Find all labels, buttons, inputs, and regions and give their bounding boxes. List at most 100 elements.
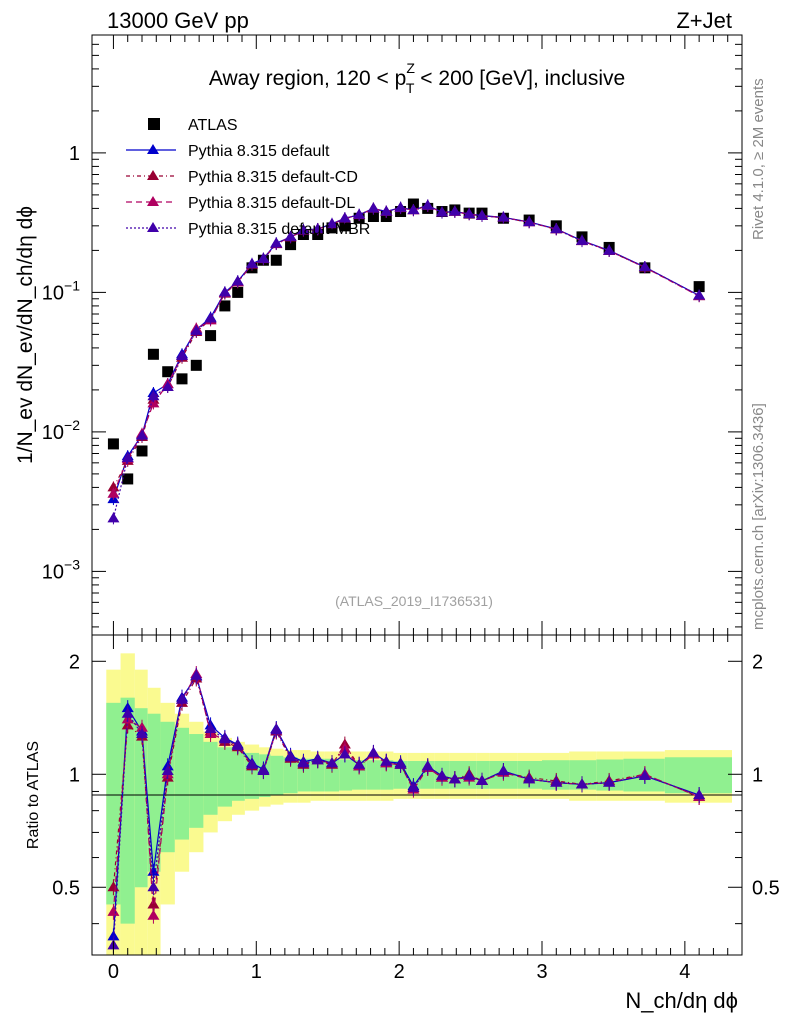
- x-tick-label: 0: [108, 961, 119, 983]
- ratio-point: [136, 728, 148, 739]
- data-point: [107, 487, 120, 498]
- data-point: [339, 220, 351, 232]
- data-point: [338, 212, 351, 223]
- data-point: [436, 206, 448, 217]
- energy-label: 13000 GeV pp: [107, 8, 249, 33]
- ratio-point: [448, 773, 461, 784]
- ratio-point: [476, 774, 488, 785]
- inner-uncertainty-band: [120, 697, 135, 924]
- data-point: [407, 204, 420, 215]
- inner-uncertainty-band: [203, 741, 218, 815]
- mcplots-site-label: mcplots.cern.ch [arXiv:1306.3436]: [750, 403, 767, 630]
- ratio-point: [407, 781, 420, 792]
- legend: ATLAS Pythia 8.315 default Pythia 8.315 de…: [126, 117, 370, 238]
- data-point: [219, 300, 231, 312]
- data-point: [107, 512, 120, 523]
- ratio-y-tick-label-right: 0.5: [752, 877, 780, 899]
- main-y-tick-label: 10−3: [42, 556, 80, 583]
- inner-uncertainty-band: [189, 734, 204, 828]
- data-point: [176, 349, 188, 360]
- data-point: [394, 201, 407, 212]
- data-point: [107, 438, 119, 450]
- rivet-version-label: Rivet 4.1.0, ≥ 2M events: [750, 78, 767, 240]
- title-superscript: Z: [406, 60, 415, 76]
- ratio-point: [147, 898, 160, 909]
- series-pythia-8-315-default-mbr: [107, 199, 706, 525]
- ratio-point: [326, 757, 338, 768]
- data-point: [204, 312, 217, 323]
- series-line: [112, 204, 700, 519]
- ratio-point: [257, 765, 270, 776]
- x-axis-label: N_ch/dη dϕ: [625, 988, 738, 1013]
- data-point: [190, 324, 203, 335]
- ratio-y-tick-label: 1: [69, 764, 80, 786]
- ratio-point: [550, 776, 563, 787]
- data-point: [136, 445, 148, 457]
- ratio-point: [367, 746, 380, 757]
- inner-uncertainty-band: [134, 708, 148, 888]
- ratio-uncertainty-bands: [106, 653, 732, 955]
- data-point: [380, 205, 393, 216]
- ratio-point: [353, 758, 366, 769]
- ratio-point: [638, 769, 651, 780]
- data-point: [136, 429, 148, 440]
- data-point: [693, 281, 705, 293]
- ratio-point: [603, 776, 616, 787]
- legend-item: Pythia 8.315 default: [126, 143, 330, 160]
- title-suffix: < 200 [GeV], inclusive: [414, 67, 625, 90]
- data-point: [162, 366, 174, 378]
- legend-item: Pythia 8.315 default-CD: [126, 169, 358, 186]
- ratio-point: [231, 739, 244, 750]
- series-atlas: [107, 198, 705, 485]
- data-point: [122, 473, 134, 485]
- data-point: [603, 244, 616, 255]
- data-point: [353, 208, 366, 219]
- x-tick-label: 3: [536, 961, 547, 983]
- ratio-point: [693, 789, 706, 800]
- ratio-frame: [91, 634, 743, 956]
- data-point: [497, 211, 510, 222]
- inner-uncertainty-band: [147, 713, 161, 872]
- data-point: [297, 224, 310, 235]
- data-point: [231, 275, 244, 286]
- data-point: [232, 286, 244, 298]
- legend-label: ATLAS: [188, 117, 238, 134]
- ratio-point: [204, 723, 217, 734]
- ratio-point: [436, 769, 448, 780]
- title-subscript: T: [406, 80, 415, 96]
- ratio-point: [176, 693, 188, 704]
- ratio-point: [161, 765, 174, 776]
- ratio-point: [421, 760, 434, 771]
- data-point: [257, 252, 270, 263]
- inner-uncertainty-band: [217, 747, 232, 807]
- inner-uncertainty-band: [310, 758, 325, 792]
- legend-item: Pythia 8.315 default-MBR: [126, 221, 370, 238]
- ratio-y-tick-label-right: 1: [752, 764, 763, 786]
- series-pythia-8-315-default-cd: [107, 199, 706, 494]
- inner-uncertainty-band: [366, 760, 381, 790]
- ratio-line: [112, 672, 700, 916]
- main-y-tick-exponent: −3: [64, 556, 80, 572]
- data-point: [576, 234, 588, 245]
- data-point: [246, 257, 258, 268]
- inner-uncertainty-band: [664, 757, 732, 794]
- data-point: [367, 202, 380, 213]
- ratio-y-tick-label: 2: [69, 651, 80, 673]
- ratio-point: [190, 669, 203, 680]
- ratio-point: [380, 755, 393, 766]
- legend-label: Pythia 8.315 default: [188, 143, 330, 160]
- ratio-point: [463, 769, 476, 780]
- data-point: [147, 390, 160, 401]
- data-point: [218, 286, 231, 297]
- analysis-watermark: (ATLAS_2019_I1736531): [335, 593, 493, 609]
- ratio-data-layer: [107, 665, 706, 954]
- main-y-tick-label: 10−2: [42, 417, 80, 444]
- x-tick-label: 4: [679, 961, 690, 983]
- data-point: [523, 216, 536, 227]
- data-point: [421, 199, 434, 210]
- ratio-series-pythia-8-315-default-mbr: [107, 667, 706, 954]
- inner-uncertainty-band: [232, 751, 245, 801]
- ratio-point: [523, 773, 536, 784]
- data-point: [476, 209, 488, 220]
